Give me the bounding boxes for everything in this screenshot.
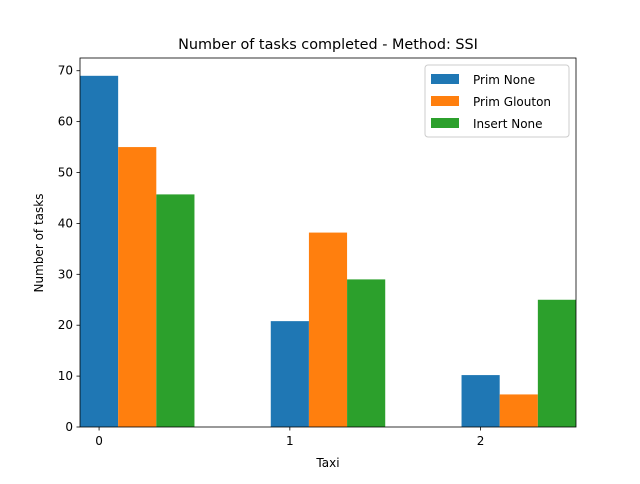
bar-prim-none-2: [461, 375, 500, 427]
legend-label-prim-glouton: Prim Glouton: [473, 95, 551, 109]
x-axis-label: Taxi: [315, 456, 339, 470]
plot-frame: [79, 57, 577, 428]
bar-prim-glouton-0: [118, 147, 157, 427]
bars-layer: [80, 75, 576, 427]
bar-insert-none-2: [537, 299, 576, 427]
y-axis-label: Number of tasks: [32, 194, 46, 293]
y-tick-label-70: 70: [58, 64, 73, 78]
legend-swatch-insert-none: [431, 118, 459, 128]
y-tick-label-0: 0: [65, 420, 73, 434]
x-tick-label-2: 2: [477, 434, 485, 448]
legend-swatch-prim-glouton: [431, 96, 459, 106]
y-tick-label-10: 10: [58, 369, 73, 383]
legend: Prim None Prim Glouton Insert None: [424, 64, 570, 138]
bar-prim-glouton-1: [308, 232, 348, 427]
bar-prim-none-1: [270, 321, 309, 427]
chart-title: Number of tasks completed - Method: SSI: [178, 37, 478, 53]
bar-insert-none-0: [156, 194, 195, 427]
y-tick-label-60: 60: [58, 115, 73, 129]
x-tick-label-1: 1: [286, 434, 294, 448]
axes-layer: 0 10 20 30 40 50 60 70 0 1 2: [58, 57, 577, 448]
legend-label-prim-none: Prim None: [473, 73, 535, 87]
legend-swatch-prim-none: [431, 74, 459, 84]
x-tick-label-0: 0: [95, 434, 103, 448]
y-tick-label-20: 20: [58, 318, 73, 332]
legend-label-insert-none: Insert None: [473, 117, 543, 131]
legend-box: [424, 64, 570, 138]
bar-prim-glouton-2: [499, 394, 538, 427]
bar-insert-none-1: [347, 279, 386, 427]
y-tick-label-50: 50: [58, 166, 73, 180]
bar-prim-none-0: [80, 75, 119, 427]
y-tick-label-30: 30: [58, 267, 73, 281]
y-tick-label-40: 40: [58, 216, 73, 230]
